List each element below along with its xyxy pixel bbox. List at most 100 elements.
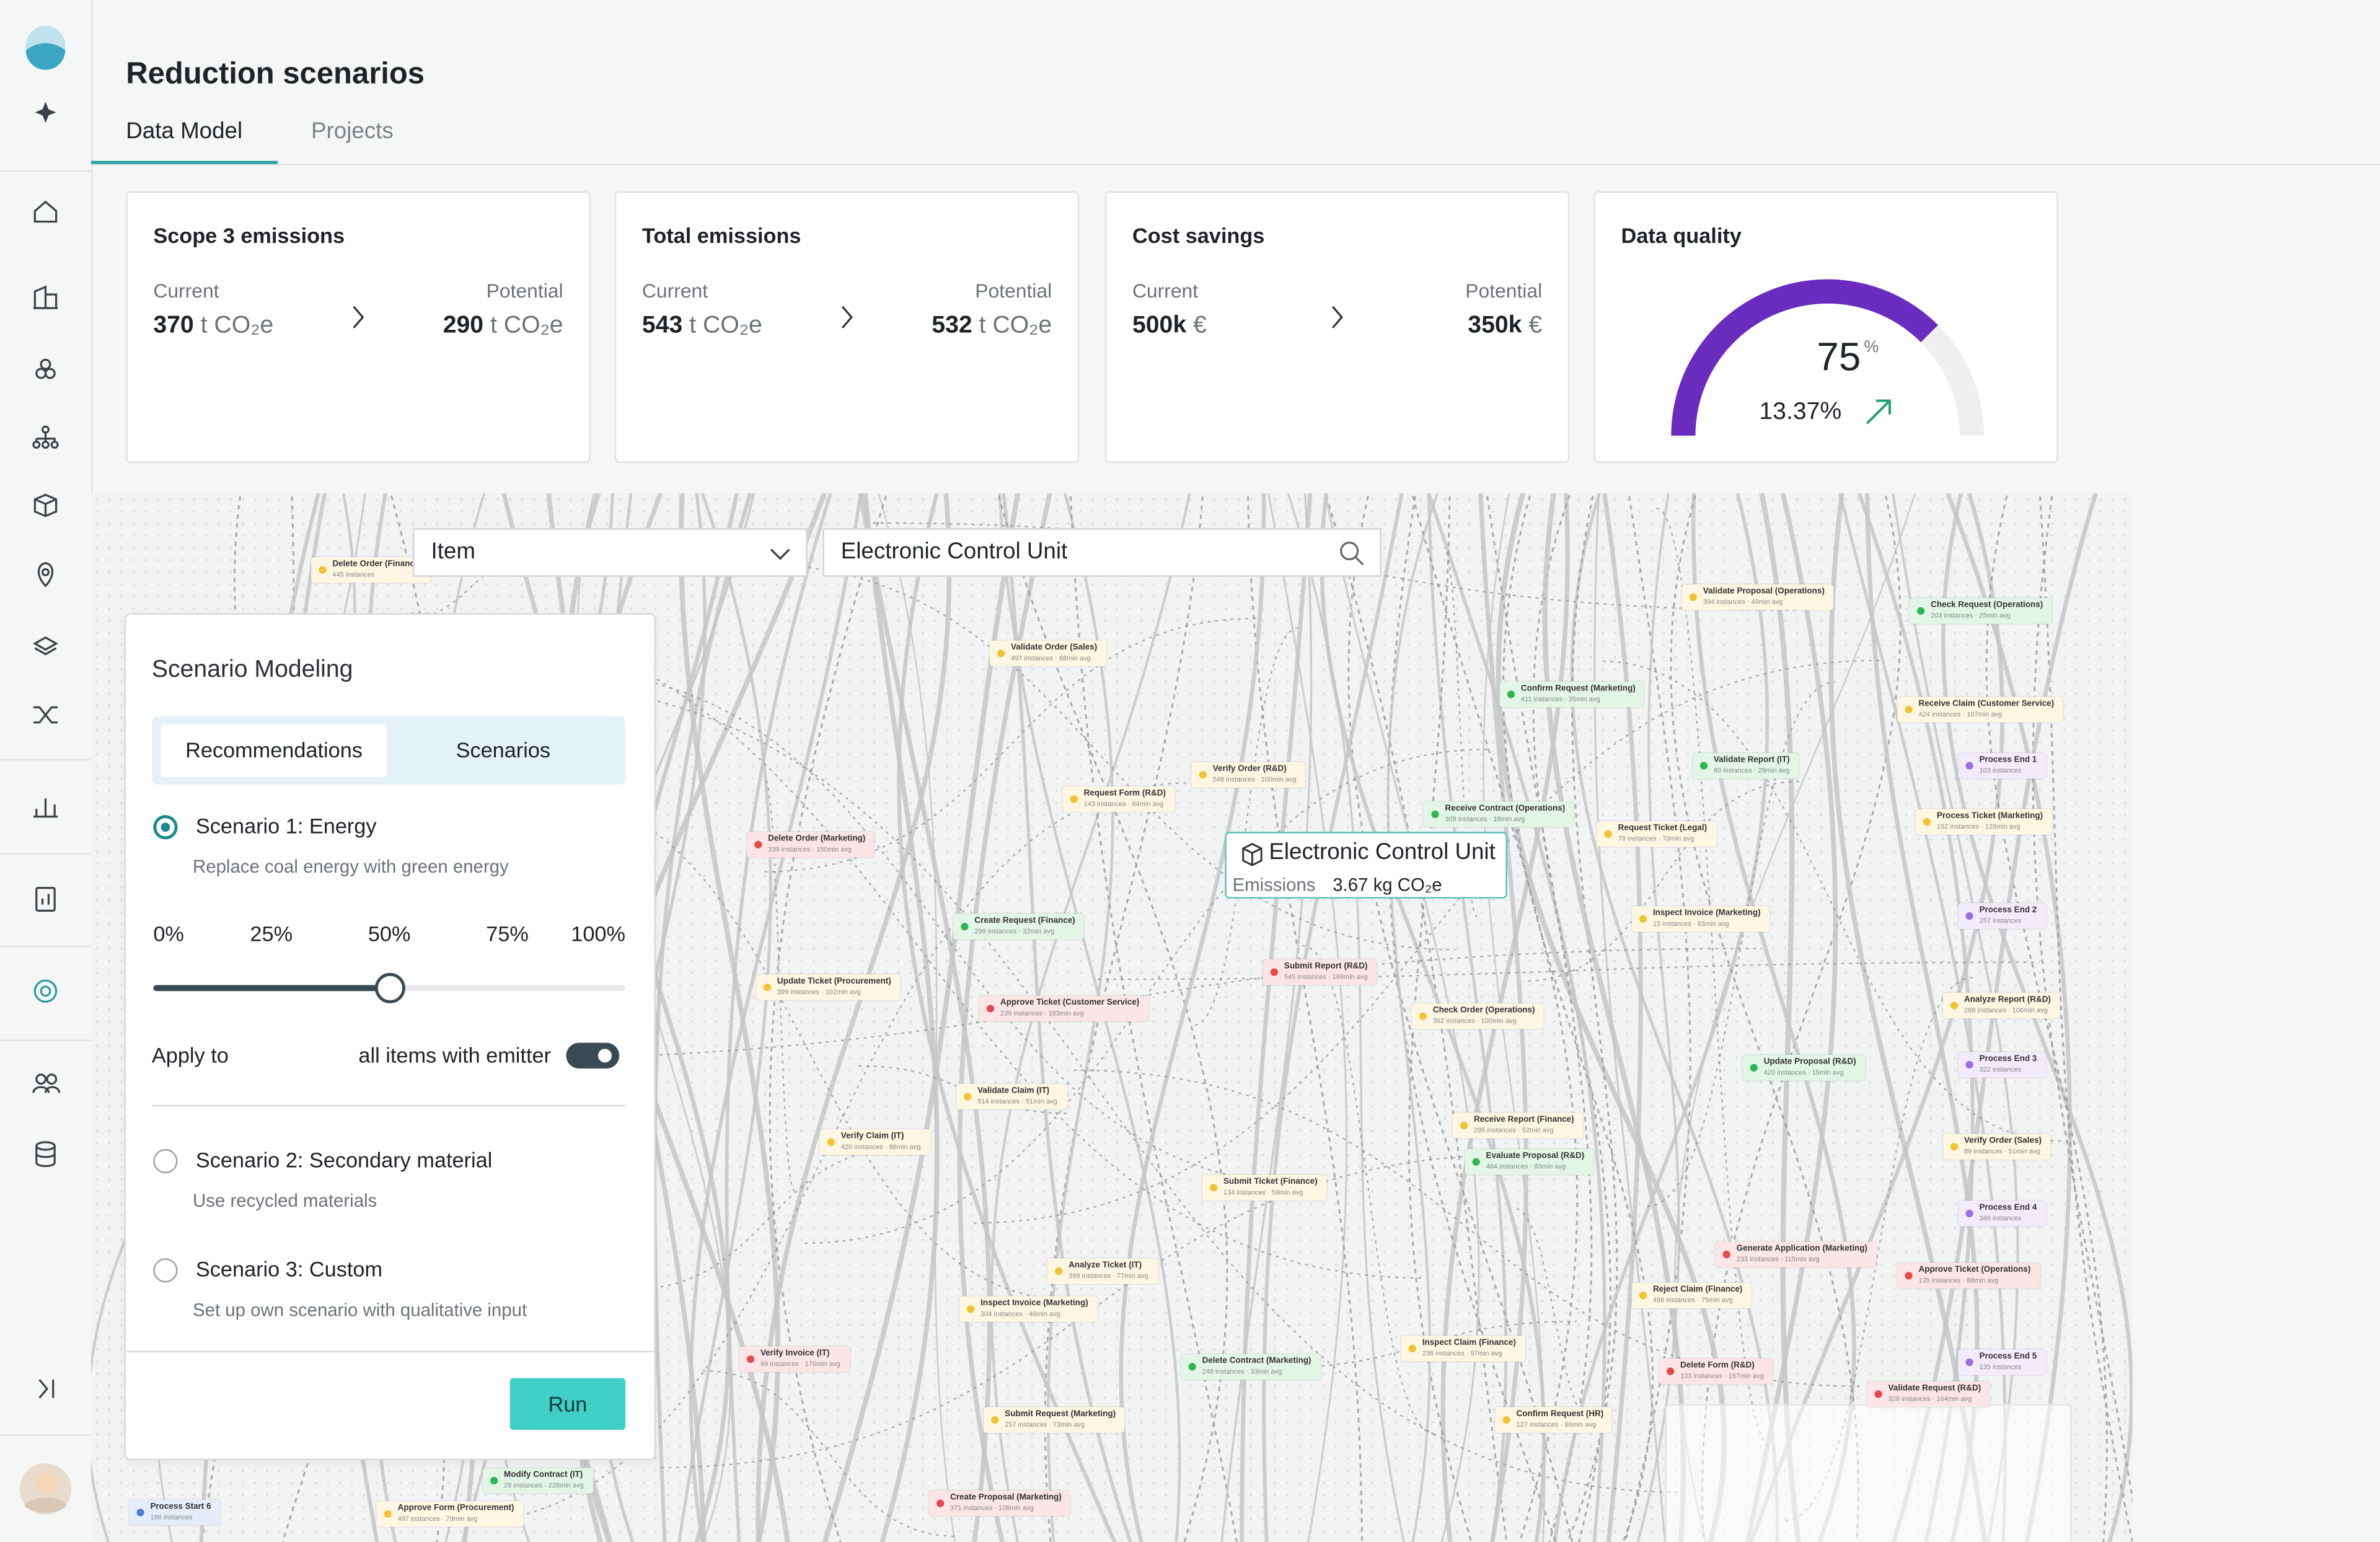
process-node[interactable]: Modify Contract (IT) 29 instances · 226mi… <box>482 1468 593 1494</box>
slider-tick-label: 100% <box>571 921 625 946</box>
process-node[interactable]: Inspect Claim (Finance) 238 instances · 9… <box>1401 1336 1525 1362</box>
process-node[interactable]: Check Request (Operations) 203 instances … <box>1909 597 2052 624</box>
process-node[interactable]: Update Ticket (Procurement) 399 instances… <box>756 974 901 1000</box>
minimap[interactable] <box>1665 1404 2072 1542</box>
process-node[interactable]: Verify Invoice (IT) 69 instances · 176min… <box>739 1346 850 1372</box>
process-node[interactable]: Confirm Request (HR) 127 instances · 86mi… <box>1495 1407 1613 1433</box>
separator <box>0 1039 91 1042</box>
process-node[interactable]: Receive Report (Finance) 295 instances · … <box>1452 1112 1584 1139</box>
process-node[interactable]: Process End 5 135 instances <box>1958 1349 2047 1375</box>
node-label: Approve Form (Procurement) <box>397 1504 514 1513</box>
radio[interactable] <box>153 815 178 840</box>
process-node[interactable]: Analyze Report (R&D) 268 instances · 106m… <box>1942 992 2060 1019</box>
edge <box>1701 493 1902 1542</box>
edge <box>1411 493 1579 1542</box>
scenario-name: Scenario 2: Secondary material <box>195 1147 493 1172</box>
slider-thumb[interactable] <box>374 972 405 1003</box>
sidebar-icons <box>19 25 72 1515</box>
process-node[interactable]: Validate Claim (IT) 514 instances · 51min… <box>956 1083 1067 1110</box>
node-dot <box>1507 690 1515 698</box>
process-node[interactable]: Receive Claim (Customer Service) 424 inst… <box>1897 697 2063 723</box>
node-detail: 15 instances · 83min avg <box>1652 920 1729 928</box>
process-node[interactable]: Verify Claim (IT) 420 instances · 86min a… <box>819 1129 930 1155</box>
process-node[interactable]: Check Order (Operations) 362 instances · … <box>1411 1003 1545 1029</box>
chevron <box>841 306 853 329</box>
node-detail: 411 instances · 35min avg <box>1520 695 1600 703</box>
process-node[interactable]: Validate Request (R&D) 326 instances · 16… <box>1867 1381 1990 1408</box>
value-unit: € <box>1193 312 1207 339</box>
process-node[interactable]: Submit Report (R&D) 545 instances · 169mi… <box>1263 959 1377 985</box>
value-unit: € <box>1528 312 1543 339</box>
edge <box>1046 493 1114 1542</box>
process-node[interactable]: Confirm Request (Marketing) 411 instances… <box>1499 681 1645 708</box>
process-node[interactable]: Process Start 6 186 instances <box>129 1499 221 1526</box>
segment-tab[interactable]: Scenarios <box>456 738 551 762</box>
process-node[interactable]: Inspect Invoice (Marketing) 304 instances… <box>959 1296 1098 1323</box>
process-node[interactable]: Verify Order (Sales) 89 instances · 51min… <box>1942 1134 2051 1160</box>
process-node[interactable]: Evaluate Proposal (R&D) 464 instances · 8… <box>1465 1148 1593 1175</box>
slider-tick-label: 75% <box>486 921 529 946</box>
node-label: Process End 4 <box>1979 1204 2037 1213</box>
node-dot <box>1965 912 1973 920</box>
process-node[interactable]: Approve Ticket (Operations) 135 instances… <box>1897 1262 2040 1289</box>
process-node[interactable]: Reject Claim (Finance) 496 instances · 75… <box>1631 1282 1752 1309</box>
radio[interactable] <box>153 1258 178 1283</box>
process-node[interactable]: Approve Ticket (Customer Service) 239 ins… <box>979 995 1148 1022</box>
node-dot <box>746 1355 755 1364</box>
process-node[interactable]: Delete Order (Finance) 445 instances <box>311 557 431 583</box>
run-button[interactable]: Run <box>509 1378 625 1430</box>
select-value: Item <box>431 539 475 565</box>
node-dot <box>136 1509 144 1517</box>
node-label: Update Proposal (R&D) <box>1763 1057 1856 1067</box>
edge <box>1512 1207 1597 1426</box>
node-dot <box>964 1093 972 1101</box>
process-node[interactable]: Generate Application (Marketing) 233 inst… <box>1715 1241 1877 1267</box>
process-node[interactable]: Process End 3 322 instances <box>1958 1052 2047 1078</box>
process-node[interactable]: Approve Form (Procurement) 497 instances … <box>376 1501 524 1527</box>
radio[interactable] <box>153 1148 178 1174</box>
process-node[interactable]: Create Proposal (Marketing) 371 instances… <box>928 1490 1071 1517</box>
chevron-path <box>353 306 364 329</box>
search-input[interactable]: Electronic Control Unit <box>822 528 1382 577</box>
tab[interactable]: Projects <box>311 118 394 144</box>
node-label: Process End 3 <box>1979 1055 2037 1064</box>
process-node[interactable]: Analyze Ticket (IT) 399 instances · 77min… <box>1047 1258 1158 1284</box>
process-node[interactable]: Validate Proposal (Operations) 394 instan… <box>1681 584 1834 610</box>
scenario-name: Scenario 3: Custom <box>195 1256 383 1281</box>
process-node[interactable]: Receive Contract (Operations) 309 instanc… <box>1424 801 1575 827</box>
tab[interactable]: Data Model <box>126 118 243 144</box>
edge <box>1945 493 2072 1542</box>
process-node[interactable]: Submit Request (Marketing) 257 instances … <box>983 1407 1125 1433</box>
toggle[interactable] <box>566 1042 620 1069</box>
node-detail: 464 instances · 83min avg <box>1486 1162 1566 1171</box>
slider[interactable]: 0% 25% 50% 75% 100% <box>126 615 654 1010</box>
segment-tab[interactable]: Recommendations <box>161 724 387 777</box>
process-node[interactable]: Process Ticket (Marketing) 152 instances … <box>1915 809 2052 835</box>
process-node[interactable]: Verify Order (R&D) 548 instances · 100min… <box>1191 762 1306 788</box>
edge <box>1002 493 1132 1542</box>
process-node[interactable]: Process End 4 346 instances <box>1958 1201 2047 1227</box>
divider <box>126 1350 654 1353</box>
data-quality-card: Data quality 75 % 13.37% <box>1593 191 2058 463</box>
process-node[interactable]: Process End 1 103 instances <box>1958 752 2047 779</box>
process-node[interactable]: Update Proposal (R&D) 420 instances · 15m… <box>1742 1055 1866 1081</box>
process-node[interactable]: Delete Order (Marketing) 339 instances · … <box>746 832 875 858</box>
process-node[interactable]: Validate Order (Sales) 497 instances · 88… <box>989 640 1106 667</box>
process-node[interactable]: Validate Report (IT) 80 instances · 29min… <box>1692 752 1799 779</box>
process-node[interactable]: Request Form (R&D) 143 instances · 64min … <box>1062 786 1175 813</box>
process-node[interactable]: Create Request (Finance) 299 instances · … <box>953 914 1085 940</box>
tooltip-label: Emissions <box>1232 874 1316 896</box>
process-node[interactable]: Delete Form (R&D) 103 instances · 167min … <box>1659 1358 1773 1385</box>
field-select[interactable]: Item <box>413 528 808 577</box>
node-label: Create Proposal (Marketing) <box>950 1493 1062 1503</box>
process-node[interactable]: Submit Ticket (Finance) 134 instances · 5… <box>1202 1174 1327 1201</box>
process-node[interactable]: Inspect Invoice (Marketing) 15 instances … <box>1631 906 1770 932</box>
value-unit: t CO₂e <box>490 312 563 339</box>
process-graph[interactable]: Validate Order (Sales) 497 instances · 88… <box>90 493 2133 1542</box>
process-node[interactable]: Request Ticket (Legal) 78 instances · 70m… <box>1597 821 1716 847</box>
edge <box>1647 681 1836 1207</box>
node-dot <box>827 1138 835 1146</box>
process-node[interactable]: Process End 2 257 instances <box>1958 903 2047 929</box>
node-dot <box>1689 593 1697 601</box>
process-node[interactable]: Delete Contract (Marketing) 248 instances… <box>1181 1354 1321 1380</box>
